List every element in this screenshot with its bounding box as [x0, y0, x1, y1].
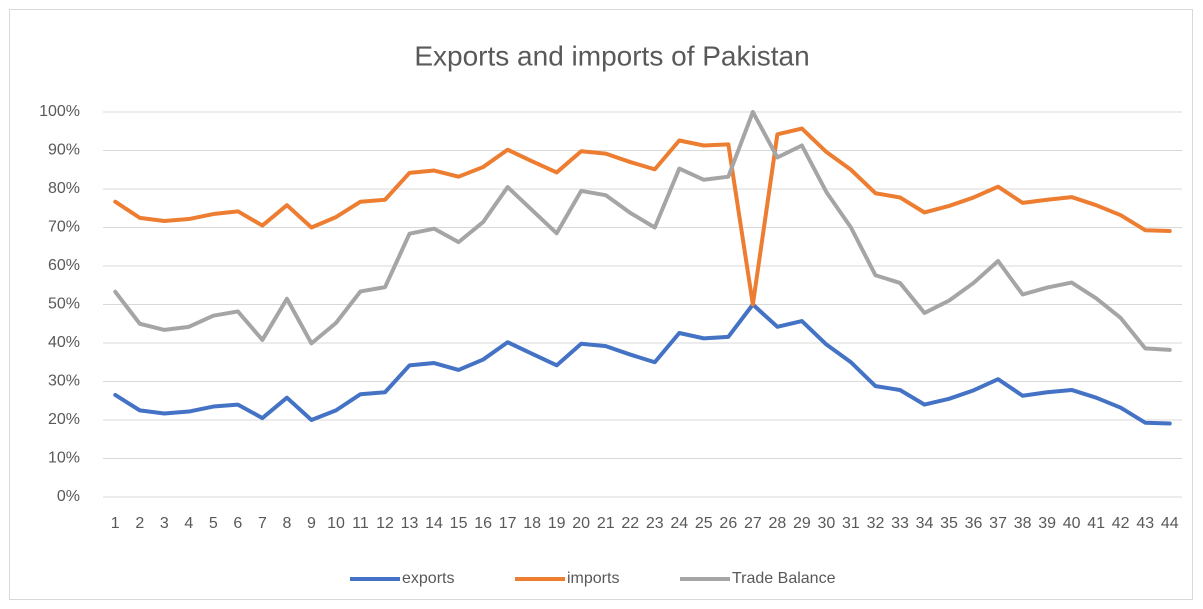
line-series — [113, 126, 1172, 307]
x-tick-label: 10 — [327, 515, 345, 532]
x-tick-label: 33 — [891, 515, 909, 532]
x-tick-label: 2 — [135, 515, 144, 532]
x-tick-label: 14 — [425, 515, 443, 532]
y-tick-label: 20% — [48, 411, 80, 428]
y-tick-label: 10% — [48, 450, 80, 467]
y-tick-label: 100% — [39, 103, 80, 120]
x-tick-label: 12 — [376, 515, 394, 532]
x-tick-label: 27 — [744, 515, 762, 532]
x-tick-label: 25 — [695, 515, 713, 532]
x-tick-label: 17 — [499, 515, 517, 532]
x-tick-label: 26 — [719, 515, 737, 532]
x-tick-label: 7 — [258, 515, 267, 532]
x-tick-label: 43 — [1136, 515, 1154, 532]
y-tick-label: 80% — [48, 180, 80, 197]
y-tick-label: 90% — [48, 142, 80, 159]
x-tick-label: 19 — [548, 515, 566, 532]
x-tick-label: 34 — [916, 515, 934, 532]
x-tick-label: 28 — [768, 515, 786, 532]
x-tick-label: 1 — [111, 515, 120, 532]
x-tick-label: 31 — [842, 515, 860, 532]
x-tick-label: 5 — [209, 515, 218, 532]
x-tick-label: 9 — [307, 515, 316, 532]
line-series — [113, 110, 1172, 352]
x-tick-label: 24 — [670, 515, 688, 532]
x-tick-label: 41 — [1087, 515, 1105, 532]
x-tick-label: 35 — [940, 515, 958, 532]
y-tick-label: 40% — [48, 334, 80, 351]
y-tick-label: 50% — [48, 296, 80, 313]
legend-label: Trade Balance — [732, 570, 836, 587]
x-tick-label: 23 — [646, 515, 664, 532]
x-tick-label: 11 — [352, 515, 369, 532]
x-tick-label: 4 — [184, 515, 193, 532]
x-tick-label: 18 — [523, 515, 541, 532]
y-tick-label: 30% — [48, 373, 80, 390]
x-tick-label: 44 — [1161, 515, 1179, 532]
x-tick-label: 39 — [1038, 515, 1056, 532]
y-tick-label: 70% — [48, 219, 80, 236]
x-tick-label: 21 — [597, 515, 615, 532]
x-tick-label: 40 — [1063, 515, 1081, 532]
x-tick-label: 36 — [965, 515, 983, 532]
x-tick-label: 37 — [989, 515, 1007, 532]
y-tick-label: 0% — [57, 488, 80, 505]
x-tick-label: 22 — [621, 515, 639, 532]
chart-title: Exports and imports of Pakistan — [414, 40, 809, 71]
y-tick-label: 60% — [48, 257, 80, 274]
x-tick-label: 8 — [282, 515, 291, 532]
x-tick-label: 6 — [233, 515, 242, 532]
legend-label: exports — [402, 570, 454, 587]
x-tick-label: 15 — [450, 515, 468, 532]
x-tick-label: 13 — [401, 515, 419, 532]
x-tick-label: 16 — [474, 515, 492, 532]
x-tick-label: 38 — [1014, 515, 1032, 532]
x-tick-label: 30 — [818, 515, 836, 532]
x-tick-label: 42 — [1112, 515, 1130, 532]
legend-label: imports — [567, 570, 619, 587]
line-series — [113, 302, 1172, 426]
x-tick-label: 20 — [572, 515, 590, 532]
x-tick-label: 3 — [160, 515, 169, 532]
x-tick-label: 29 — [793, 515, 811, 532]
x-tick-label: 32 — [867, 515, 885, 532]
